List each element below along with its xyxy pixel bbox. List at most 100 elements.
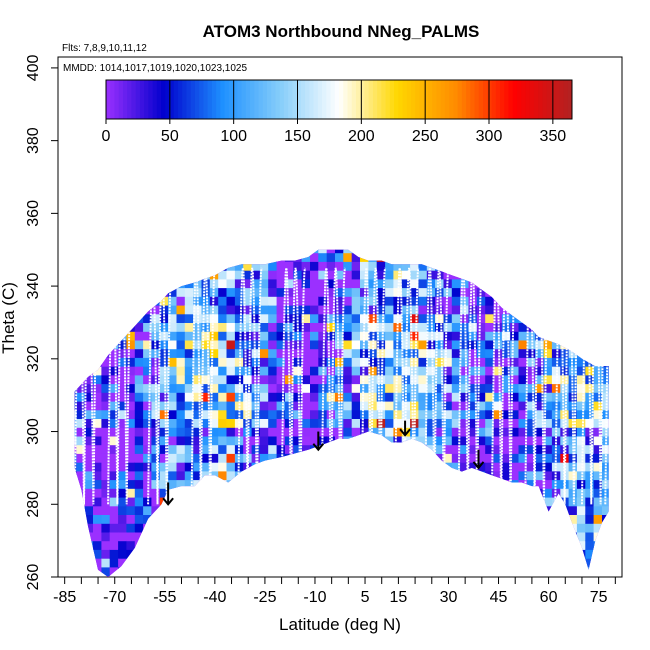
heatmap-cell: [101, 453, 111, 463]
heatmap-cell: [159, 278, 169, 289]
heatmap-cell: [343, 296, 353, 306]
colorbar-swatch: [491, 80, 497, 119]
heatmap-cell: [468, 479, 478, 489]
heatmap-cell: [276, 348, 286, 358]
heatmap-cell: [593, 392, 603, 402]
heatmap-cell: [209, 514, 219, 524]
colorbar-swatch: [165, 80, 171, 119]
heatmap-cell: [151, 392, 161, 402]
heatmap-cell: [176, 252, 186, 262]
heatmap-cell: [493, 444, 503, 454]
heatmap-cell: [284, 497, 294, 507]
heatmap-cell: [368, 427, 378, 437]
heatmap-cell: [560, 278, 570, 289]
heatmap-cell: [177, 235, 186, 244]
heatmap-cell: [468, 278, 478, 289]
heatmap-cell: [443, 339, 453, 350]
heatmap-cell: [351, 540, 361, 550]
heatmap-cell: [301, 444, 311, 454]
heatmap-cell: [585, 249, 595, 254]
heatmap-cell: [393, 435, 403, 446]
heatmap-cell: [351, 558, 361, 568]
heatmap-cell: [510, 313, 520, 323]
heatmap-cell: [435, 313, 444, 323]
heatmap-cell: [485, 339, 495, 350]
heatmap-cell: [109, 287, 119, 297]
heatmap-cell: [535, 249, 545, 254]
heatmap-cell: [226, 278, 236, 289]
heatmap-cell: [268, 313, 278, 323]
heatmap-cell: [368, 462, 378, 472]
heatmap-cell: [468, 339, 478, 350]
heatmap-cell: [610, 305, 619, 314]
heatmap-cell: [460, 540, 469, 550]
heatmap-cell: [526, 479, 536, 489]
heatmap-cell: [143, 479, 152, 489]
heatmap-cell: [326, 305, 336, 315]
heatmap-cell: [526, 374, 536, 385]
heatmap-cell: [360, 514, 369, 524]
heatmap-cell: [201, 497, 211, 507]
heatmap-cell: [418, 392, 428, 402]
heatmap-cell: [118, 270, 127, 280]
heatmap-cell: [535, 549, 545, 559]
heatmap-cell: [93, 418, 102, 428]
heatmap-cell: [443, 462, 453, 472]
heatmap-cell: [443, 435, 453, 446]
heatmap-cell: [351, 296, 361, 306]
heatmap-cell: [593, 523, 603, 533]
heatmap-cell: [410, 374, 419, 385]
heatmap-cell: [610, 392, 619, 401]
heatmap-cell: [284, 505, 294, 515]
heatmap-cell: [560, 401, 570, 411]
heatmap-cell: [568, 270, 578, 280]
heatmap-cell: [485, 366, 495, 376]
heatmap-cell: [368, 270, 378, 280]
heatmap-cell: [560, 235, 569, 244]
heatmap-cell: [168, 366, 177, 376]
heatmap-cell: [76, 357, 86, 367]
heatmap-cell: [201, 322, 211, 332]
colorbar-swatch: [478, 80, 484, 119]
heatmap-cell: [585, 566, 595, 577]
heatmap-cell: [418, 523, 428, 533]
heatmap-cell: [118, 366, 127, 376]
heatmap-cell: [243, 261, 253, 271]
heatmap-cell: [485, 383, 495, 393]
colorbar-swatch: [563, 80, 569, 119]
heatmap-cell: [535, 435, 545, 446]
heatmap-cell: [585, 322, 595, 332]
heatmap-cell: [201, 479, 211, 489]
heatmap-cell: [610, 541, 619, 550]
heatmap-cell: [343, 514, 353, 524]
heatmap-cell: [259, 497, 269, 507]
heatmap-cell: [526, 566, 536, 577]
heatmap-cell: [451, 348, 461, 358]
heatmap-cell: [543, 249, 553, 254]
heatmap-cell: [610, 235, 619, 244]
heatmap-cell: [259, 392, 269, 402]
heatmap-cell: [209, 313, 219, 323]
heatmap-cell: [560, 566, 570, 577]
heatmap-cell: [176, 270, 186, 280]
heatmap-cell: [343, 418, 353, 428]
heatmap-cell: [310, 249, 319, 254]
heatmap-cell: [343, 249, 353, 254]
heatmap-cell: [218, 435, 228, 446]
heatmap-cell: [93, 435, 102, 446]
heatmap-cell: [451, 249, 461, 254]
heatmap-cell: [118, 374, 127, 385]
heatmap-cell: [526, 287, 536, 297]
heatmap-cell: [84, 287, 94, 297]
heatmap-cell: [576, 453, 586, 463]
heatmap-cell: [585, 505, 595, 515]
heatmap-cell: [401, 305, 411, 315]
heatmap-cell: [326, 531, 336, 542]
heatmap-cell: [326, 523, 336, 533]
heatmap-cell: [126, 488, 136, 498]
heatmap-cell: [201, 348, 211, 358]
heatmap-cell: [451, 470, 461, 481]
heatmap-cell: [451, 435, 461, 446]
heatmap-cell: [368, 249, 378, 254]
heatmap-cell: [335, 566, 344, 577]
